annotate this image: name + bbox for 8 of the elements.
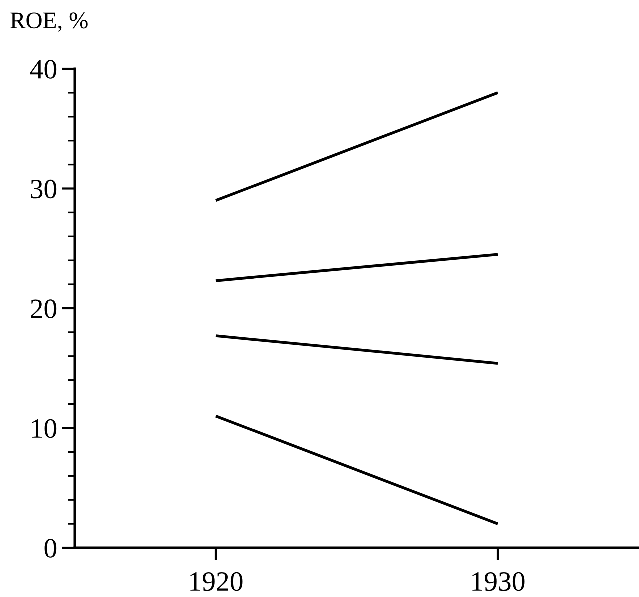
x-tick-label: 1920 [190, 572, 243, 592]
y-tick-label: 30 [31, 180, 57, 199]
y-axis-title: ROE, % [10, 12, 88, 32]
y-tick-label: 20 [31, 300, 57, 318]
x-tick-label: 1930 [472, 572, 525, 592]
y-tick-label: 0 [44, 539, 57, 558]
y-tick-label: 40 [30, 60, 57, 79]
y-tick-label: 10 [32, 419, 57, 438]
